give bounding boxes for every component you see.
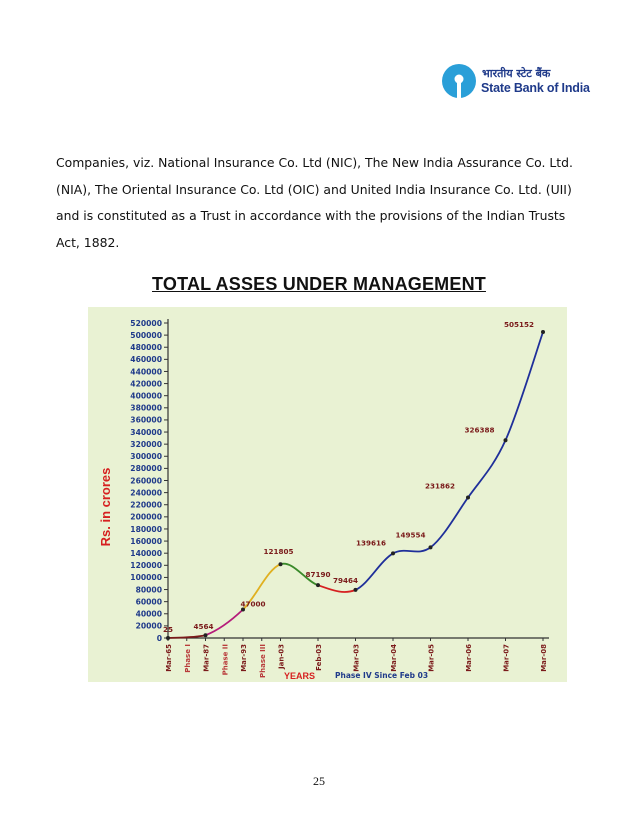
x-axis-title: YEARS	[284, 671, 315, 681]
y-tick-label: 460000	[130, 355, 162, 364]
paragraph-line: and is constituted as a Trust in accorda…	[56, 208, 566, 223]
y-tick-label: 500000	[130, 331, 162, 340]
logo-english-text: State Bank of India	[481, 81, 590, 95]
series-line-segment	[504, 331, 544, 441]
paragraph-line: Companies, viz. National Insurance Co. L…	[56, 155, 573, 170]
x-tick-label: Phase I	[184, 644, 192, 673]
y-tick-label: 520000	[130, 319, 162, 328]
data-label: 139616	[356, 538, 386, 547]
logo-hindi-text: भारतीय स्टेट बैंक	[482, 67, 551, 80]
data-point	[466, 495, 470, 500]
data-label: 4564	[193, 622, 213, 631]
data-point	[166, 635, 170, 640]
data-point	[391, 551, 395, 556]
sbi-logo: भारतीय स्टेट बैंक State Bank of India	[440, 62, 595, 102]
y-axis-title: Rs. in crores	[98, 468, 113, 547]
x-tick-label: Phase III	[259, 644, 267, 678]
x-tick-label: Mar-08	[540, 644, 548, 672]
series-line-segment	[355, 552, 394, 591]
y-tick-label: 20000	[136, 622, 162, 631]
x-tick-label: Phase II	[221, 644, 229, 675]
x-tick-label: Mar-06	[465, 644, 473, 672]
sbi-logo-icon	[442, 64, 476, 98]
data-point	[203, 633, 208, 638]
data-point	[241, 607, 245, 612]
data-label: 505152	[504, 320, 534, 329]
data-label: 25	[163, 625, 173, 634]
y-tick-label: 200000	[130, 513, 162, 522]
y-tick-label: 300000	[130, 452, 162, 461]
data-label: 47000	[240, 600, 265, 609]
x-tick-label: Mar-03	[353, 644, 361, 672]
data-label: 231862	[425, 482, 455, 491]
y-tick-label: 360000	[130, 416, 162, 425]
y-tick-label: 80000	[136, 585, 162, 594]
paragraph-line: Act, 1882.	[56, 234, 120, 250]
series-line-segment	[317, 584, 356, 593]
y-tick-label: 400000	[130, 391, 162, 400]
y-tick-label: 40000	[136, 610, 162, 619]
aum-chart: 0 20000 40000 60000 80000 100000 120000 140000 1…	[88, 307, 567, 682]
x-tick-label: Mar-65	[165, 644, 173, 672]
section-heading: TOTAL ASSES UNDER MANAGEMENT	[152, 274, 486, 294]
y-tick-label: 160000	[130, 537, 162, 546]
data-point	[428, 545, 433, 550]
y-tick-label: 340000	[130, 428, 162, 437]
data-label: 149554	[395, 530, 425, 539]
x-tick-label: Mar-87	[203, 644, 211, 672]
y-tick-label: 60000	[136, 597, 162, 606]
y-tick-label: 260000	[130, 476, 162, 485]
y-tick-label: 220000	[130, 501, 162, 510]
body-paragraph: Companies, viz. National Insurance Co. L…	[56, 150, 596, 256]
data-label: 326388	[464, 425, 494, 434]
y-tick-label: 480000	[130, 343, 162, 352]
page-number: 25	[313, 774, 325, 788]
y-tick-label: 380000	[130, 404, 162, 413]
y-tick-label: 440000	[130, 367, 162, 376]
data-label: 121805	[263, 547, 293, 556]
x-axis-note: Phase IV Since Feb 03	[335, 671, 428, 680]
data-point	[541, 329, 545, 334]
y-tick-label: 0	[157, 634, 162, 643]
aum-chart-svg: 0 20000 40000 60000 80000 100000 120000 140000 1…	[98, 319, 549, 681]
y-tick-label: 320000	[130, 440, 162, 449]
series-line-segment	[280, 562, 319, 587]
y-tick-label: 140000	[130, 549, 162, 558]
series-line-segment	[467, 439, 507, 499]
x-tick-label: Jan-03	[278, 644, 286, 670]
data-point	[316, 583, 320, 588]
series-line-segment	[392, 546, 432, 555]
x-tick-label: Mar-05	[428, 644, 436, 672]
y-tick-label: 180000	[130, 525, 162, 534]
data-point	[353, 587, 358, 592]
y-tick-label: 120000	[130, 561, 162, 570]
series-line-segment	[242, 563, 281, 611]
data-label: 79464	[333, 576, 358, 585]
x-tick-label: Feb-03	[315, 644, 323, 671]
x-tick-label: Mar-93	[240, 644, 248, 672]
y-tick-label: 280000	[130, 464, 162, 473]
y-tick-label: 420000	[130, 379, 162, 388]
y-tick-label: 100000	[130, 573, 162, 582]
x-tick-label: Mar-04	[390, 644, 398, 672]
data-point	[503, 438, 508, 443]
y-tick-label: 240000	[130, 488, 162, 497]
data-label: 87190	[305, 570, 330, 579]
data-point	[278, 562, 283, 567]
paragraph-line: (NIA), The Oriental Insurance Co. Ltd (O…	[56, 181, 572, 197]
series-line-segment	[429, 497, 469, 549]
series-line-segment	[205, 608, 244, 637]
x-tick-label: Mar-07	[503, 644, 511, 672]
